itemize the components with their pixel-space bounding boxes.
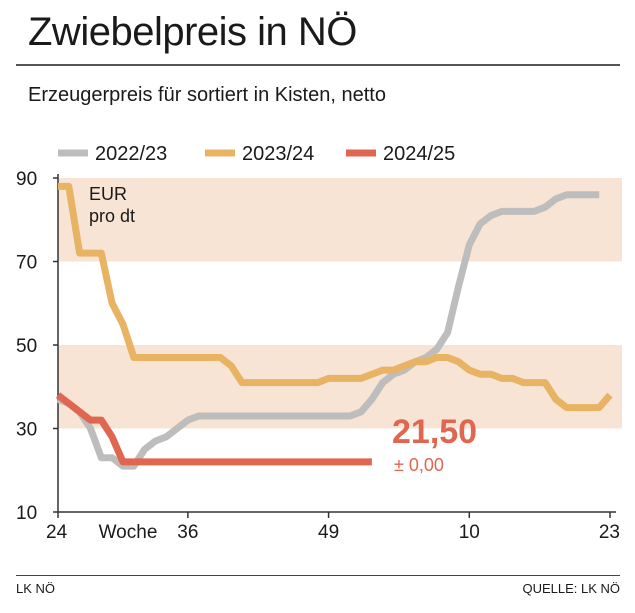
band-70-90 bbox=[58, 178, 622, 262]
series-line-2023-24 bbox=[58, 182, 613, 412]
footer-source-right: QUELLE: LK NÖ bbox=[522, 581, 620, 596]
chart-title: Zwiebelpreis in NÖ bbox=[28, 10, 357, 54]
x-axis-label: Woche bbox=[99, 522, 158, 543]
x-tick-label: 10 bbox=[459, 522, 480, 543]
chart-series bbox=[55, 182, 613, 470]
chart-bands bbox=[58, 178, 622, 429]
x-tick-label: 23 bbox=[599, 522, 620, 543]
footer-source-left: LK NÖ bbox=[16, 581, 56, 596]
series-line-2022-23 bbox=[56, 191, 600, 470]
chart-axes bbox=[53, 174, 616, 518]
title-divider bbox=[16, 64, 620, 66]
unit-label: EUR bbox=[89, 184, 127, 204]
x-tick-label: 24 bbox=[46, 522, 68, 543]
current-value-annotation: 21,50 bbox=[392, 413, 477, 451]
series-line-2024-25 bbox=[55, 392, 372, 466]
y-tick-label: 70 bbox=[16, 253, 37, 274]
x-tick-label: 36 bbox=[177, 522, 198, 543]
legend-label: 2022/23 bbox=[95, 143, 167, 165]
y-tick-label: 90 bbox=[16, 169, 37, 190]
chart-subtitle: Erzeugerpreis für sortiert in Kisten, ne… bbox=[28, 84, 386, 106]
x-tick-label: 49 bbox=[318, 522, 339, 543]
legend-label: 2024/25 bbox=[383, 143, 455, 165]
chart-legend: 2022/23 2023/24 2024/25 bbox=[58, 143, 455, 165]
change-annotation: ± 0,00 bbox=[394, 455, 444, 475]
y-tick-label: 30 bbox=[16, 420, 37, 441]
legend-label: 2023/24 bbox=[242, 143, 314, 165]
unit-label: pro dt bbox=[89, 206, 135, 226]
y-tick-label: 50 bbox=[16, 336, 37, 357]
footer-divider bbox=[16, 575, 620, 576]
y-tick-label: 10 bbox=[16, 503, 37, 524]
